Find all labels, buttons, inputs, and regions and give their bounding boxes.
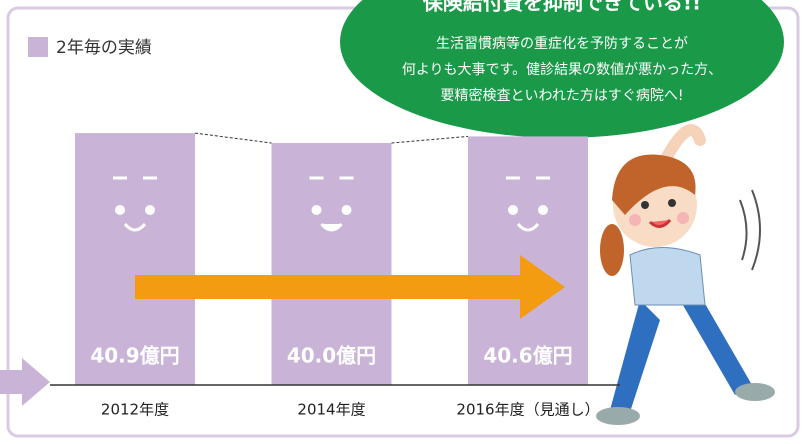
bubble-text: 何よりも大事です。健診結果の数値が悪かった方、 [402, 62, 722, 78]
face [516, 222, 540, 232]
bar [271, 143, 392, 385]
x-tick-label: 2012年度 [101, 401, 169, 419]
value-label: 40.6億円 [483, 344, 572, 368]
face [538, 205, 548, 215]
trend-arrow [135, 255, 565, 319]
face [311, 205, 322, 215]
connector [194, 132, 272, 144]
legend-swatch [28, 37, 48, 57]
girl-illustration [596, 124, 775, 425]
value-label: 40.0億円 [287, 344, 376, 368]
speech-bubble [340, 0, 784, 138]
face [145, 205, 155, 215]
bubble-text: 生活習慣病等の重症化を予防することが [436, 35, 688, 52]
face [341, 205, 352, 215]
left-arrow [0, 358, 50, 406]
face [115, 205, 125, 215]
value-label: 40.9億円 [90, 344, 179, 368]
connector [391, 135, 469, 144]
legend-label: 2年毎の実績 [56, 38, 152, 58]
x-tick-label: 2016年度（見通し） [456, 401, 599, 419]
bubble-text: 要精密検査といわれた方はすぐ病院へ! [441, 87, 684, 104]
bar [75, 133, 195, 385]
face [320, 222, 343, 232]
bubble-title: 保険給付費を抑制できている!! [422, 0, 701, 15]
face [508, 205, 518, 215]
face [123, 222, 147, 232]
x-tick-label: 2014年度 [297, 401, 365, 419]
